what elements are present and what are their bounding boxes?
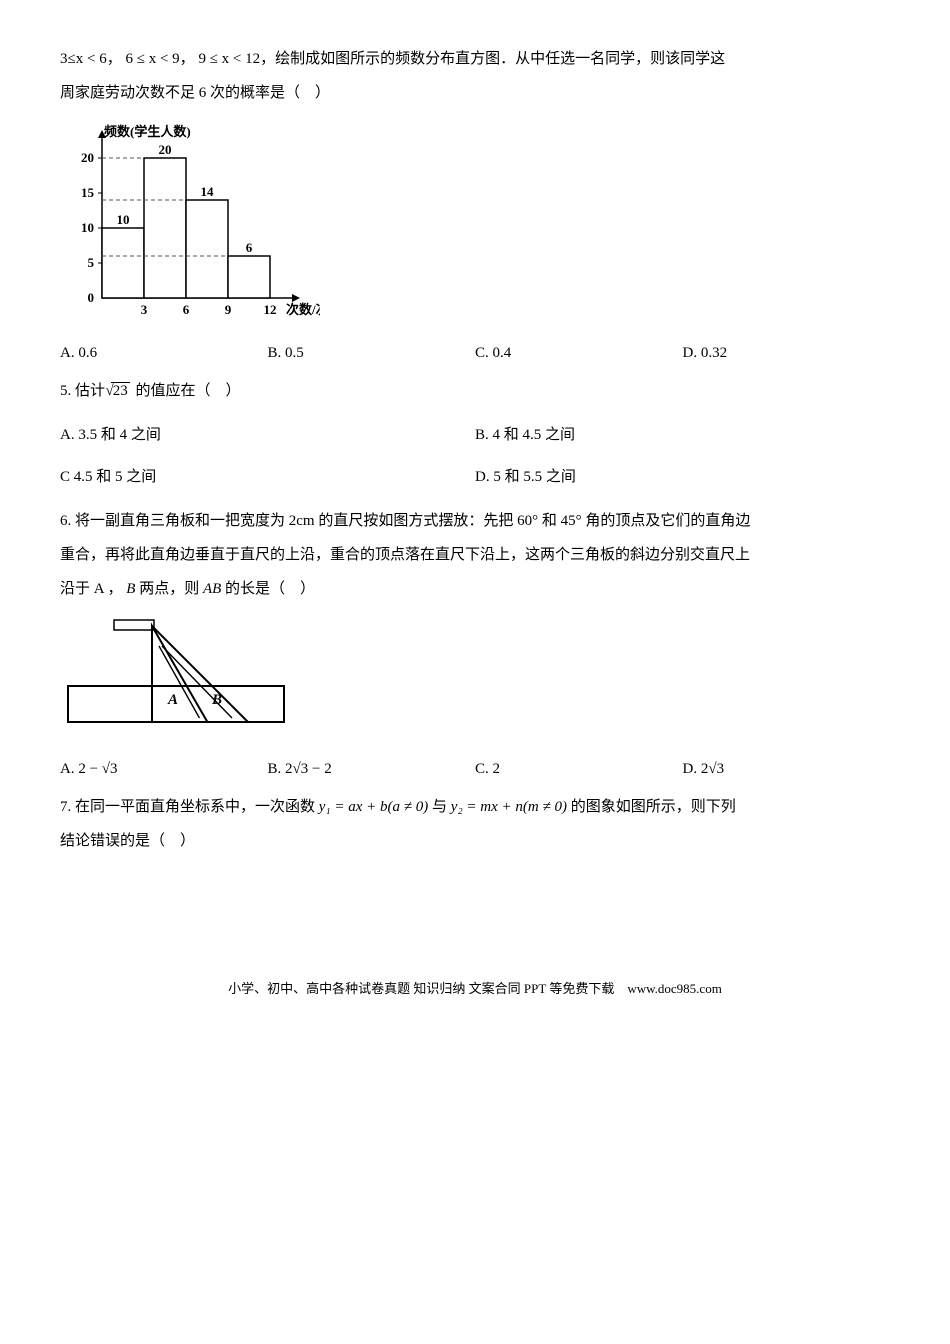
svg-text:6: 6 (183, 302, 190, 317)
expr2: 6 ≤ x < 9 (125, 51, 179, 67)
svg-text:10: 10 (81, 220, 94, 235)
q5-opt-c: C 4.5 和 5 之间 (60, 462, 475, 492)
q4-opt-a: A. 0.6 (60, 338, 268, 368)
q5-stem: 5. 估计 23 √ 的值应在（ ） (60, 376, 890, 406)
top-line-2: 周家庭劳动次数不足 6 次的概率是（ ） (60, 78, 890, 108)
histogram: 0 5 10 15 20 3 6 9 12 10 20 14 6 频数(学生人数) 次数/次 (60, 118, 890, 328)
q7-stem-1: 7. 在同一平面直角坐标系中，一次函数 y₁ = ax + b(a ≠ 0) 与… (60, 792, 890, 822)
q6-stem-3: 沿于 A ， B 两点，则 AB 的长是（ ） (60, 574, 890, 604)
q7-stem-2: 结论错误的是（ ） (60, 826, 890, 856)
q6-stem-1: 6. 将一副直角三角板和一把宽度为 2cm 的直尺按如图方式摆放：先把 60° … (60, 506, 890, 536)
expr1: 3≤x < 6 (60, 51, 107, 67)
expr3: 9 ≤ x < 12 (198, 51, 260, 67)
q5-opt-b: B. 4 和 4.5 之间 (475, 420, 890, 450)
q4-opt-d: D. 0.32 (683, 338, 891, 368)
svg-text:0: 0 (88, 290, 95, 305)
q6-opt-c: C. 2 (475, 754, 683, 784)
q5-options: A. 3.5 和 4 之间 B. 4 和 4.5 之间 C 4.5 和 5 之间… (60, 414, 890, 498)
q4-opt-c: C. 0.4 (475, 338, 683, 368)
svg-text:14: 14 (201, 184, 215, 199)
svg-text:6: 6 (246, 240, 253, 255)
svg-text:次数/次: 次数/次 (286, 302, 320, 317)
svg-text:12: 12 (264, 302, 277, 317)
svg-text:B: B (211, 692, 222, 708)
ruler-figure: AB (60, 614, 890, 744)
q4-opt-b: B. 0.5 (268, 338, 476, 368)
q6-stem-2: 重合，再将此直角边垂直于直尺的上沿，重合的顶点落在直尺下沿上，这两个三角板的斜边… (60, 540, 890, 570)
svg-text:9: 9 (225, 302, 232, 317)
q6-opt-b: B. 2√3 − 2 (268, 754, 476, 784)
svg-text:A: A (167, 692, 178, 708)
top-line-1: 3≤x < 6， 6 ≤ x < 9， 9 ≤ x < 12，绘制成如图所示的频… (60, 44, 890, 74)
q6-options: A. 2 − √3 B. 2√3 − 2 C. 2 D. 2√3 (60, 754, 890, 784)
svg-text:20: 20 (159, 142, 172, 157)
svg-text:5: 5 (88, 255, 95, 270)
page-footer: 小学、初中、高中各种试卷真题 知识归纳 文案合同 PPT 等免费下载 www.d… (60, 976, 890, 1002)
q4-options: A. 0.6 B. 0.5 C. 0.4 D. 0.32 (60, 338, 890, 368)
svg-text:频数(学生人数): 频数(学生人数) (104, 124, 191, 139)
q6-opt-a: A. 2 − √3 (60, 754, 268, 784)
q5-opt-d: D. 5 和 5.5 之间 (475, 462, 890, 492)
svg-text:20: 20 (81, 150, 94, 165)
q5-opt-a: A. 3.5 和 4 之间 (60, 420, 475, 450)
svg-text:3: 3 (141, 302, 148, 317)
q6-opt-d: D. 2√3 (683, 754, 891, 784)
svg-text:15: 15 (81, 185, 95, 200)
svg-text:10: 10 (117, 212, 130, 227)
